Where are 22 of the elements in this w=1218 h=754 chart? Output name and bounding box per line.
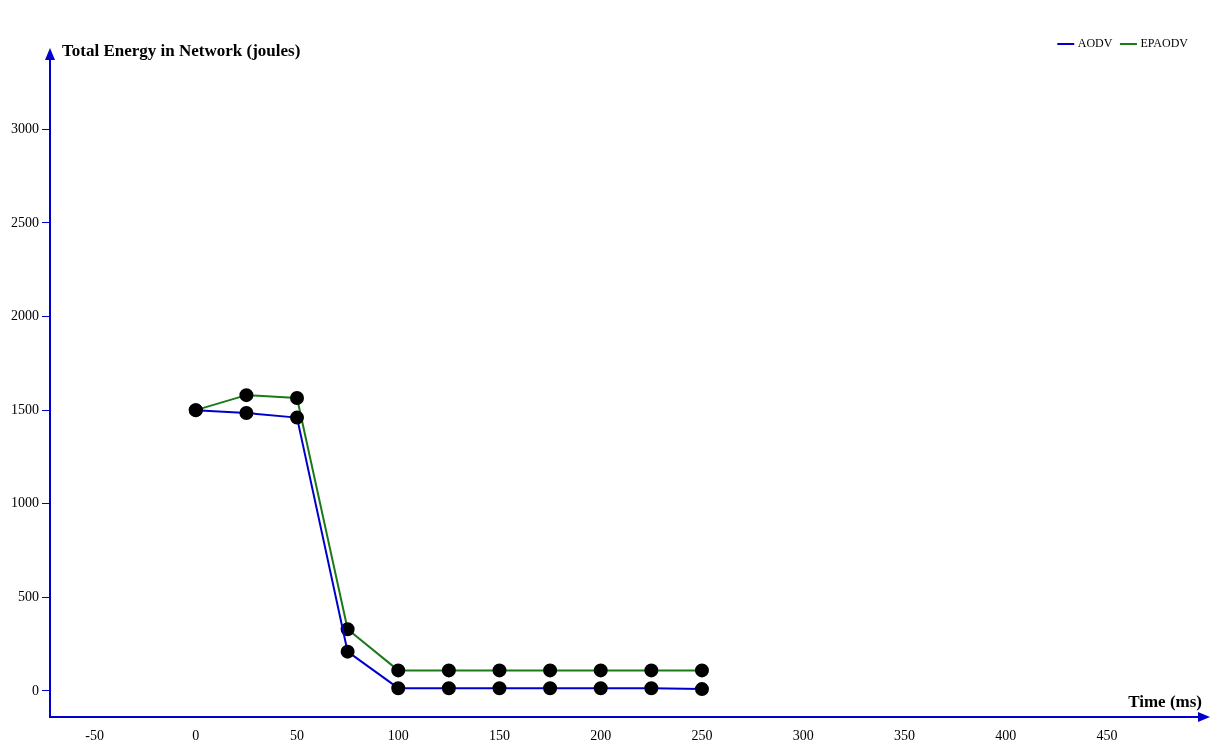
y-tick-label: 2500 (11, 214, 39, 230)
x-tick-label: 450 (1096, 728, 1118, 744)
y-tick-label: 0 (32, 682, 39, 698)
x-tick-label: -50 (85, 728, 104, 744)
legend-label: AODV (1077, 36, 1113, 51)
x-tick-label: 400 (995, 728, 1017, 744)
y-tick-label: 3000 (11, 120, 39, 136)
x-tick-label: 250 (691, 728, 713, 744)
y-tick-label: 2000 (11, 308, 39, 324)
x-tick-label: 200 (590, 728, 612, 744)
y-tick-label: 1000 (11, 495, 39, 511)
x-axis-title: Time (ms) (1128, 692, 1202, 712)
y-tick-label: 1500 (11, 401, 39, 417)
legend-label: EPAODV (1140, 36, 1189, 51)
x-tick-label: 350 (893, 728, 915, 744)
x-tick-label: 300 (792, 728, 814, 744)
x-tick-label: 50 (290, 728, 305, 744)
x-tick-label: 150 (488, 728, 510, 744)
x-tick-label: 100 (387, 728, 409, 744)
y-axis-title: Total Energy in Network (joules) (62, 41, 301, 61)
x-tick-label: 0 (192, 728, 200, 744)
y-tick-label: 500 (18, 589, 39, 605)
